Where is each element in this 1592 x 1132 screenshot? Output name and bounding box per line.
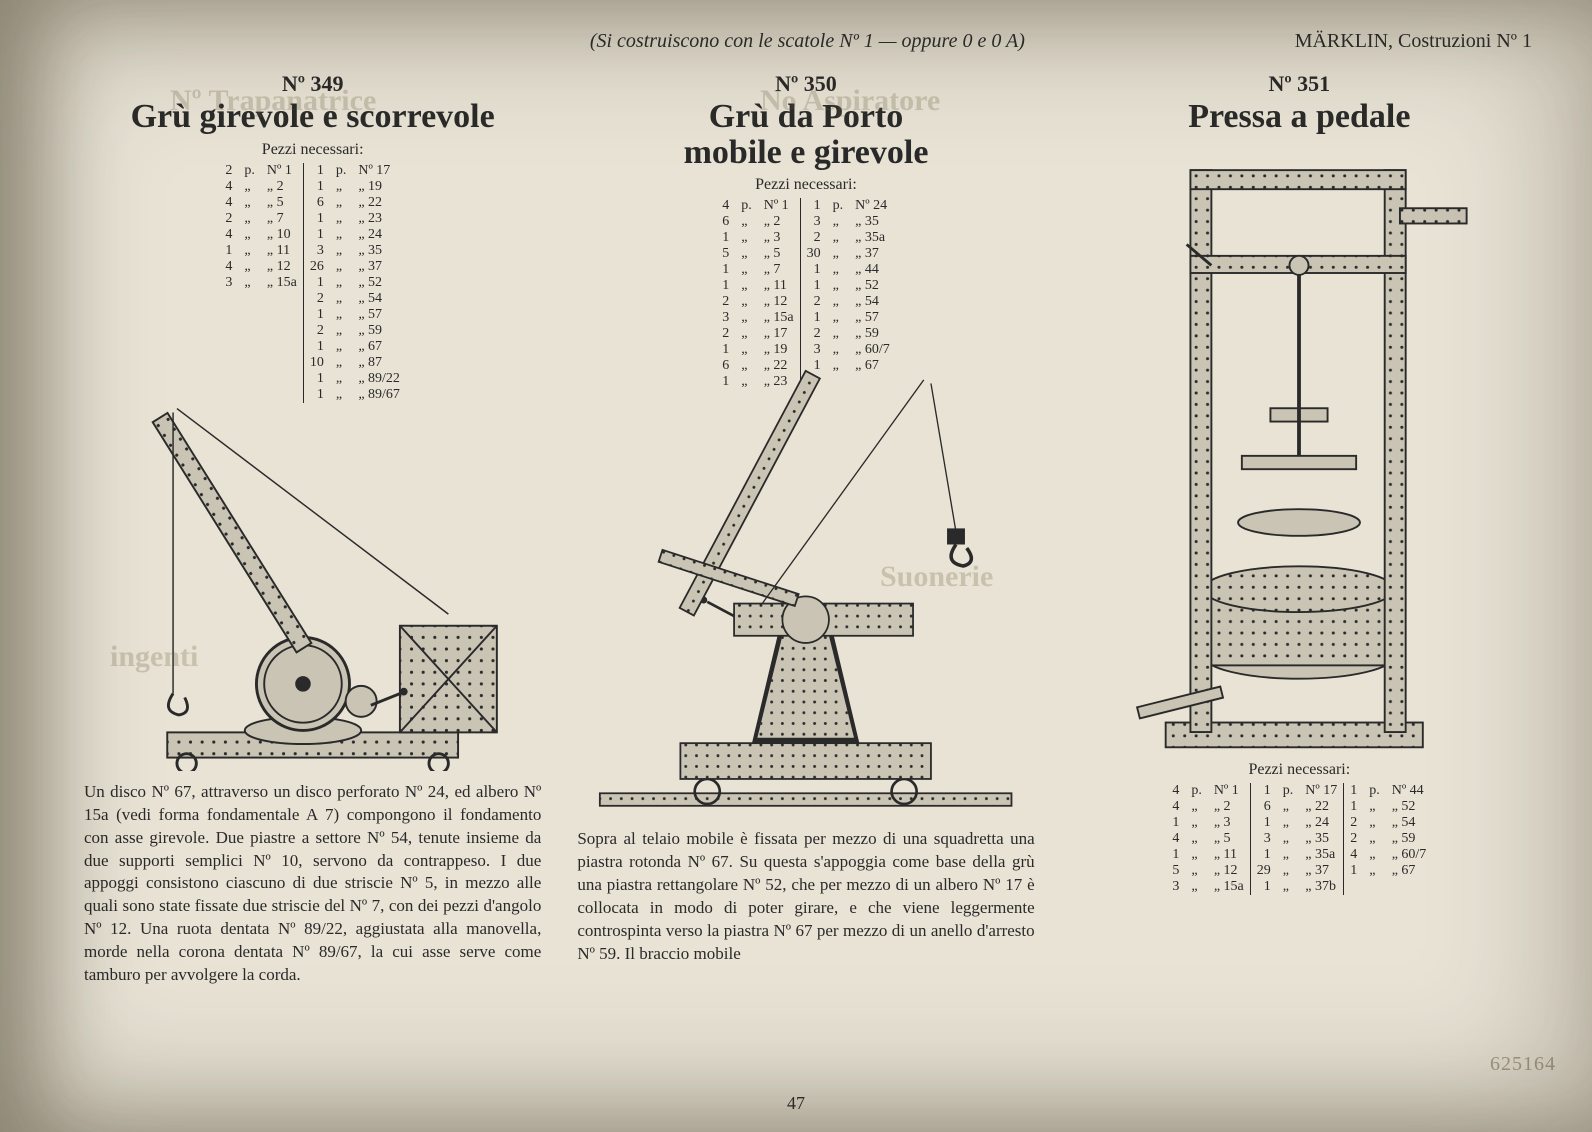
model-number: Nº 349 bbox=[282, 71, 344, 97]
model-number: Nº 350 bbox=[775, 71, 837, 97]
illustration-350 bbox=[573, 398, 1038, 818]
parts-label: Pezzi necessari: bbox=[1248, 761, 1350, 779]
illustration-351 bbox=[1067, 141, 1532, 761]
description: Sopra al telaio mobile è fissata per mez… bbox=[573, 828, 1038, 966]
model-title: Grù girevole e scorrevole bbox=[131, 99, 495, 135]
model-349: Nº 349 Grù girevole e scorrevole Pezzi n… bbox=[80, 71, 545, 987]
model-title: Grù da Porto mobile e girevole bbox=[684, 99, 929, 170]
model-number: Nº 351 bbox=[1268, 71, 1330, 97]
watermark: 625164 bbox=[1490, 1053, 1556, 1076]
model-350: Nº 350 Grù da Porto mobile e girevole Pe… bbox=[573, 71, 1038, 966]
model-351: Nº 351 Pressa a pedale bbox=[1067, 71, 1532, 903]
parts-table: 4p.Nº 1 1p.Nº 17 1p.Nº 44 4„„ 26„„ 221„„… bbox=[1166, 783, 1432, 895]
header-center: (Si costruiscono con le scatole Nº 1 — o… bbox=[320, 30, 1295, 53]
illustration-349 bbox=[80, 411, 545, 771]
parts-label: Pezzi necessari: bbox=[262, 141, 364, 159]
header-right: MÄRKLIN, Costruzioni Nº 1 bbox=[1295, 30, 1532, 53]
description: Un disco Nº 67, attraverso un disco perf… bbox=[80, 781, 545, 987]
page-number: 47 bbox=[0, 1093, 1592, 1114]
parts-label: Pezzi necessari: bbox=[755, 176, 857, 194]
